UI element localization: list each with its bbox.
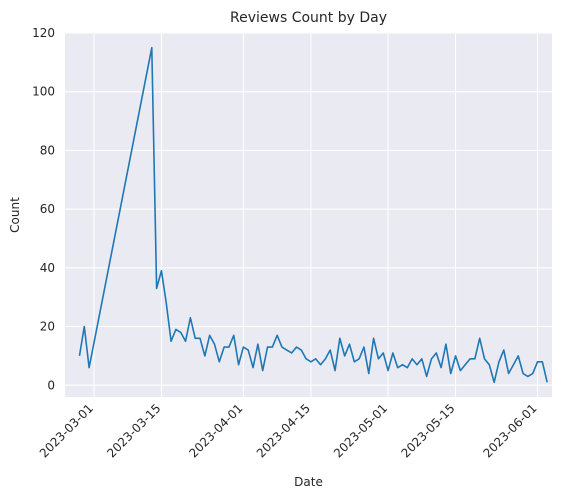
y-tick-label: 60 <box>40 202 55 216</box>
y-tick-label: 120 <box>32 26 55 40</box>
y-tick-labels: 0 20 40 60 80 100 120 <box>32 26 55 392</box>
x-tick-label: 2023-05-01 <box>331 401 390 460</box>
y-axis-title: Count <box>8 197 22 233</box>
x-axis-title: Date <box>294 475 323 489</box>
y-tick-label: 40 <box>40 261 55 275</box>
x-tick-label: 2023-03-15 <box>104 401 163 460</box>
x-tick-label: 2023-06-01 <box>480 401 539 460</box>
y-tick-label: 100 <box>32 85 55 99</box>
x-tick-label: 2023-05-15 <box>398 401 457 460</box>
x-tick-label: 2023-04-15 <box>254 401 313 460</box>
y-tick-label: 0 <box>47 378 55 392</box>
y-tick-label: 20 <box>40 320 55 334</box>
chart-title: Reviews Count by Day <box>230 10 387 26</box>
y-tick-label: 80 <box>40 143 55 157</box>
x-tick-labels: 2023-03-01 2023-03-15 2023-04-01 2023-04-15… <box>37 401 540 460</box>
x-tick-label: 2023-04-01 <box>186 401 245 460</box>
x-tick-label: 2023-03-01 <box>37 401 96 460</box>
